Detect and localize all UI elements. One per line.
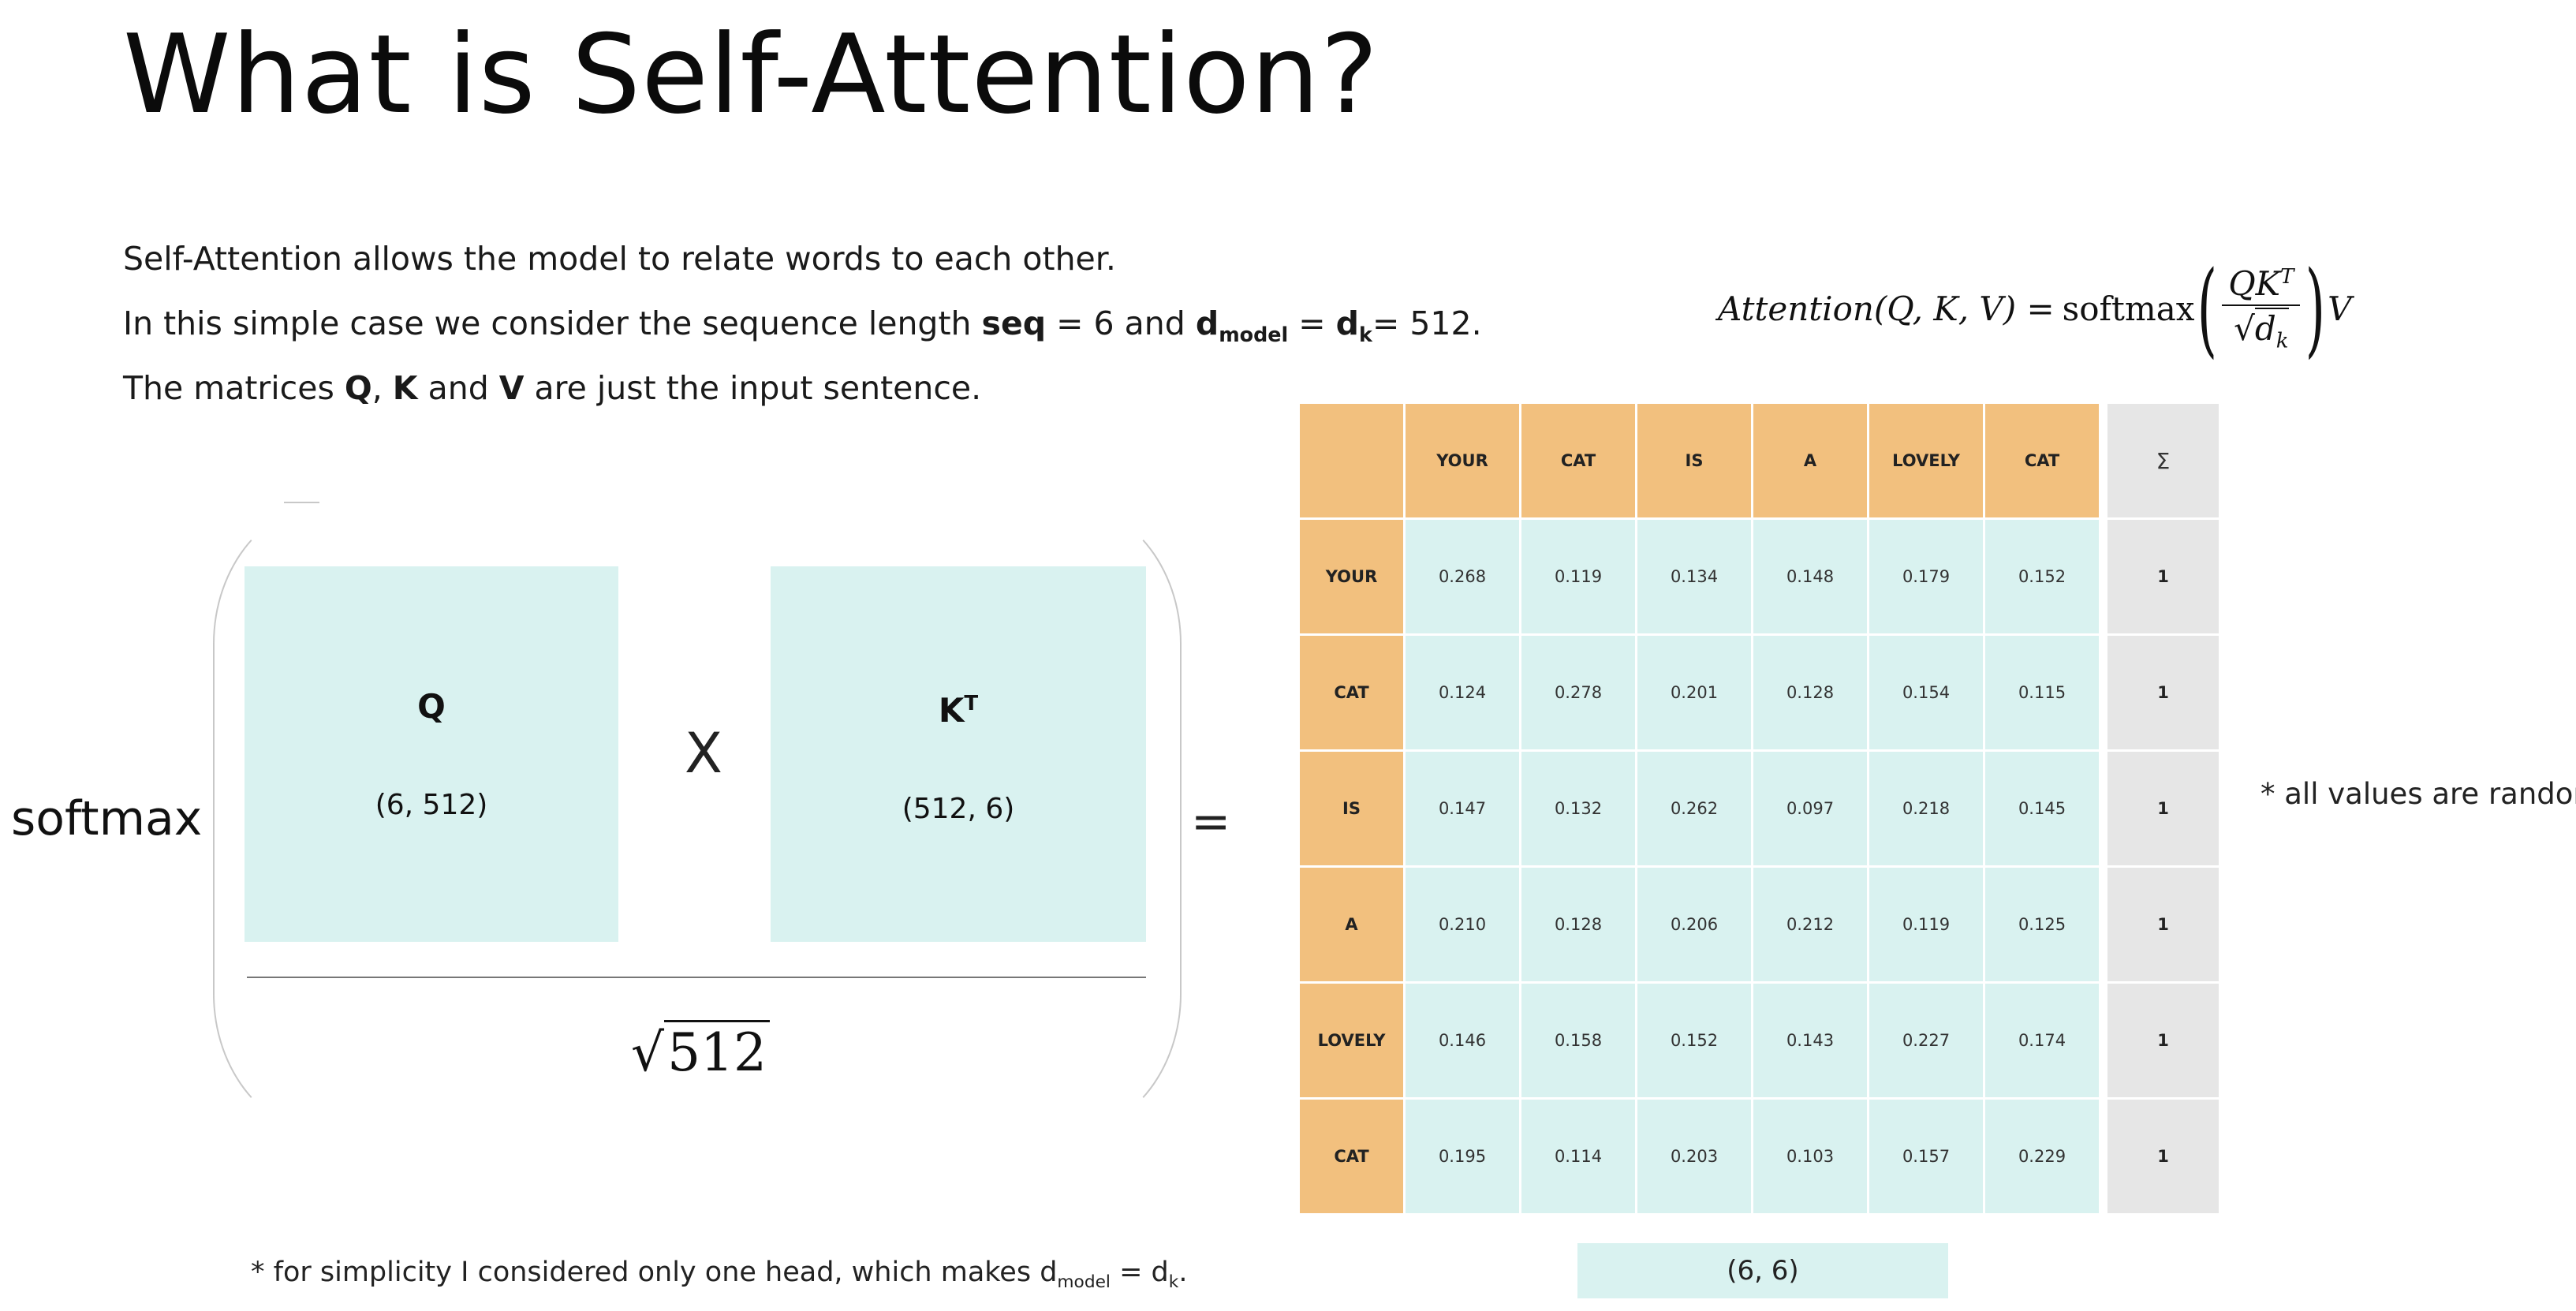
table-cell: 0.119 bbox=[1521, 520, 1637, 636]
page-title: What is Self-Attention? bbox=[123, 11, 1379, 138]
row-sum: 1 bbox=[2107, 520, 2221, 636]
intro-line-1: Self-Attention allows the model to relat… bbox=[123, 240, 1116, 278]
row-sum: 1 bbox=[2107, 1100, 2221, 1216]
row-sum: 1 bbox=[2107, 984, 2221, 1100]
table-row: IS 0.147 0.132 0.262 0.097 0.218 0.145 1 bbox=[1300, 752, 2221, 868]
q-matrix-name: Q bbox=[417, 687, 446, 726]
corner-cell bbox=[1300, 404, 1406, 520]
table-cell: 0.097 bbox=[1753, 752, 1869, 868]
table-cell: 0.115 bbox=[1985, 636, 2101, 752]
table-cell: 0.125 bbox=[1985, 868, 2101, 984]
table-cell: 0.134 bbox=[1637, 520, 1753, 636]
attention-formula: Attention(Q, K, V) = softmax ( QKT √dk )… bbox=[1718, 248, 2352, 368]
table-cell: 0.152 bbox=[1985, 520, 2101, 636]
table-cell: 0.154 bbox=[1869, 636, 1985, 752]
intro-line-3: The matrices Q, K and V are just the inp… bbox=[123, 369, 982, 407]
table-cell: 0.218 bbox=[1869, 752, 1985, 868]
table-cell: 0.128 bbox=[1521, 868, 1637, 984]
column-header: LOVELY bbox=[1869, 404, 1985, 520]
left-parenthesis bbox=[213, 502, 341, 1136]
table-cell: 0.210 bbox=[1406, 868, 1521, 984]
table-cell: 0.227 bbox=[1869, 984, 1985, 1100]
table-cell: 0.212 bbox=[1753, 868, 1869, 984]
row-header: YOUR bbox=[1300, 520, 1406, 636]
table-cell: 0.124 bbox=[1406, 636, 1521, 752]
table-cell: 0.146 bbox=[1406, 984, 1521, 1100]
row-header: CAT bbox=[1300, 636, 1406, 752]
q-matrix-dim: (6, 512) bbox=[375, 789, 488, 821]
random-note: * all values are random. bbox=[2261, 777, 2576, 811]
table-cell: 0.103 bbox=[1753, 1100, 1869, 1216]
row-header: LOVELY bbox=[1300, 984, 1406, 1100]
intro-line-2: In this simple case we consider the sequ… bbox=[123, 304, 1482, 347]
equals-sign: = bbox=[1191, 794, 1231, 850]
table-cell: 0.268 bbox=[1406, 520, 1521, 636]
table-row: LOVELY 0.146 0.158 0.152 0.143 0.227 0.1… bbox=[1300, 984, 2221, 1100]
table-row: YOUR 0.268 0.119 0.134 0.148 0.179 0.152… bbox=[1300, 520, 2221, 636]
table-cell: 0.152 bbox=[1637, 984, 1753, 1100]
table-cell: 0.262 bbox=[1637, 752, 1753, 868]
right-parenthesis bbox=[1054, 502, 1182, 1136]
table-cell: 0.195 bbox=[1406, 1100, 1521, 1216]
one-head-note: * for simplicity I considered only one h… bbox=[251, 1257, 1188, 1292]
attention-matrix: YOUR CAT IS A LOVELY CAT Σ YOUR 0.268 0.… bbox=[1300, 404, 2221, 1216]
column-header: YOUR bbox=[1406, 404, 1521, 520]
table-cell: 0.229 bbox=[1985, 1100, 2101, 1216]
table-cell: 0.157 bbox=[1869, 1100, 1985, 1216]
kt-matrix-dim: (512, 6) bbox=[902, 792, 1015, 825]
row-header: A bbox=[1300, 868, 1406, 984]
kt-matrix: KT (512, 6) bbox=[771, 566, 1146, 942]
table-cell: 0.147 bbox=[1406, 752, 1521, 868]
q-matrix: Q (6, 512) bbox=[245, 566, 618, 942]
row-header: IS bbox=[1300, 752, 1406, 868]
result-shape: (6, 6) bbox=[1577, 1243, 1948, 1298]
table-cell: 0.278 bbox=[1521, 636, 1637, 752]
row-sum: 1 bbox=[2107, 636, 2221, 752]
table-row: CAT 0.195 0.114 0.203 0.103 0.157 0.229 … bbox=[1300, 1100, 2221, 1216]
table-cell: 0.143 bbox=[1753, 984, 1869, 1100]
table-row: CAT 0.124 0.278 0.201 0.128 0.154 0.115 … bbox=[1300, 636, 2221, 752]
header-row: YOUR CAT IS A LOVELY CAT Σ bbox=[1300, 404, 2221, 520]
table-cell: 0.174 bbox=[1985, 984, 2101, 1100]
column-header: IS bbox=[1637, 404, 1753, 520]
sqrt-512: √512 bbox=[631, 1018, 771, 1089]
table-cell: 0.179 bbox=[1869, 520, 1985, 636]
kt-matrix-name: KT bbox=[938, 690, 979, 730]
table-cell: 0.132 bbox=[1521, 752, 1637, 868]
row-header: CAT bbox=[1300, 1100, 1406, 1216]
row-sum: 1 bbox=[2107, 868, 2221, 984]
row-sum: 1 bbox=[2107, 752, 2221, 868]
table-cell: 0.203 bbox=[1637, 1100, 1753, 1216]
table-cell: 0.145 bbox=[1985, 752, 2101, 868]
softmax-label: softmax bbox=[11, 791, 203, 846]
table-cell: 0.114 bbox=[1521, 1100, 1637, 1216]
column-header: CAT bbox=[1985, 404, 2101, 520]
table-cell: 0.128 bbox=[1753, 636, 1869, 752]
table-cell: 0.201 bbox=[1637, 636, 1753, 752]
fraction-line bbox=[247, 977, 1146, 978]
table-cell: 0.206 bbox=[1637, 868, 1753, 984]
multiply-sign: X bbox=[685, 721, 722, 786]
table-cell: 0.119 bbox=[1869, 868, 1985, 984]
sum-header: Σ bbox=[2107, 404, 2221, 520]
table-row: A 0.210 0.128 0.206 0.212 0.119 0.125 1 bbox=[1300, 868, 2221, 984]
table-cell: 0.148 bbox=[1753, 520, 1869, 636]
table-cell: 0.158 bbox=[1521, 984, 1637, 1100]
column-header: A bbox=[1753, 404, 1869, 520]
left-paren-top bbox=[284, 502, 319, 503]
column-header: CAT bbox=[1521, 404, 1637, 520]
